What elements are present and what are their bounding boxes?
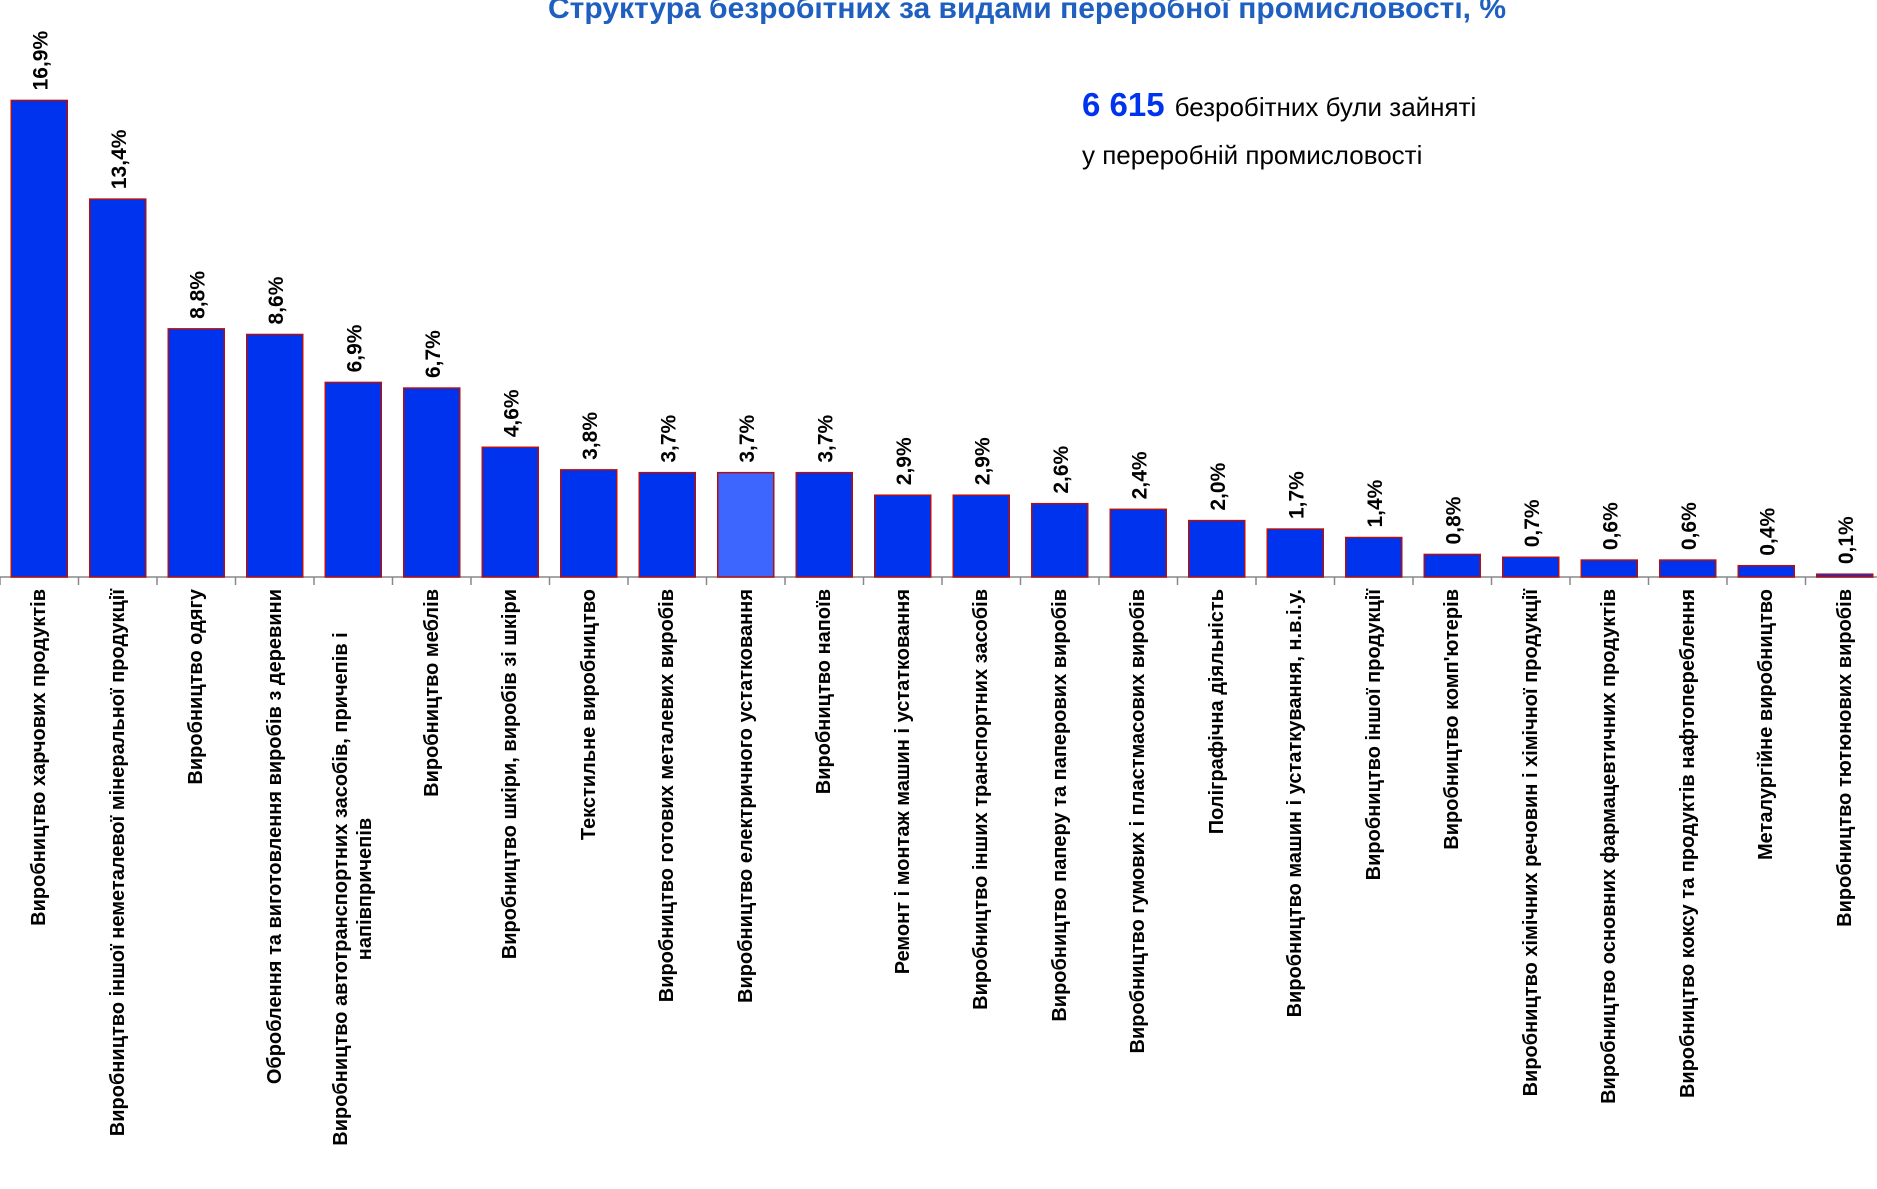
value-label: 1,4% [1364,479,1387,527]
x-tick-label: Виробництво хімічних речовин і хімічної … [1519,589,1542,1097]
x-tick-label: Виробництво харчових продуктів [28,589,51,926]
bar [89,198,147,578]
bar [1345,536,1403,578]
value-label: 2,6% [1050,445,1073,493]
x-tick-label: Виробництво комп'ютерів [1441,589,1464,850]
bar [246,333,304,578]
value-label: 8,6% [265,276,288,324]
annotation-text: у переробній промисловості [1082,140,1422,170]
value-label: 3,7% [657,414,680,462]
value-label: 0,6% [1599,502,1622,550]
x-tick-label: Виробництво паперу та паперових виробів [1048,589,1071,1022]
value-label: 0,4% [1756,508,1779,556]
bar [1502,556,1560,578]
x-tick-label: Виробництво одягу [185,589,208,785]
bar [795,471,853,578]
value-label: 3,7% [736,414,759,462]
value-label: 16,9% [29,31,52,91]
value-label: 0,8% [1442,496,1465,544]
value-label: 4,6% [500,389,523,437]
bar [1659,559,1717,578]
bar [1109,508,1167,578]
x-tick-label: Виробництво шкіри, виробів зі шкіри [499,589,522,960]
value-label: 3,8% [579,412,602,460]
x-tick-label: Поліграфічна діяльність [1205,589,1228,835]
x-tick-label: Виробництво напоїв [813,589,836,795]
x-tick-label: Металургійне виробництво [1755,589,1778,860]
bar [874,494,932,578]
bar [638,471,696,578]
bar [324,381,382,578]
bar [1031,502,1089,578]
bar [10,99,68,578]
bar [1737,564,1795,578]
bar [1580,559,1638,578]
bar [1266,528,1324,578]
annotation-text: безробітних були зайняті [1175,92,1477,122]
value-label: 3,7% [814,414,837,462]
value-label: 2,4% [1128,451,1151,499]
value-label: 8,8% [186,271,209,319]
bar [717,471,775,578]
bar [481,446,539,578]
x-tick-label: Виробництво основних фармацевтичних прод… [1598,589,1621,1104]
x-tick-label: Виробництво електричного устатковання [734,589,757,1003]
bar [403,387,461,578]
x-tick-label: Виробництво автотранспортних засобів, пр… [330,632,377,1146]
bar [1423,553,1481,578]
value-label: 13,4% [108,129,131,189]
x-tick-label: Виробництво меблів [420,589,443,797]
bar [952,494,1010,578]
x-tick-label: Виробництво гумових і пластмасових вироб… [1127,589,1150,1054]
value-label: 2,9% [971,437,994,485]
bar [560,469,618,578]
bar [167,328,225,578]
value-label: 1,7% [1285,471,1308,519]
x-tick-label: Виробництво інших транспортних засобів [970,589,993,1010]
annotation-number: 6 615 [1082,86,1165,123]
value-label: 0,6% [1678,502,1701,550]
x-tick-label: Ремонт і монтаж машин і устатковання [891,589,914,975]
x-tick-label: Виробництво іншої продукції [1362,589,1385,881]
x-tick-label: Виробництво коксу та продуктів нафтопере… [1676,589,1699,1099]
chart-title: Структура безробітних за видами переробн… [548,0,1506,25]
value-label: 0,7% [1521,499,1544,547]
value-label: 0,1% [1835,516,1858,564]
x-tick-label: Виробництво готових металевих виробів [656,589,679,1003]
x-tick-label: Текстильне виробництво [577,589,600,841]
x-tick-label: Оброблення та виготовлення виробів з дер… [263,589,286,1085]
value-label: 6,7% [422,330,445,378]
bar [1188,519,1246,578]
value-label: 2,0% [1207,462,1230,510]
bar [1816,573,1874,578]
x-tick-label: Виробництво машин і устаткування, н.в.і.… [1284,589,1307,1018]
value-label: 2,9% [893,437,916,485]
x-tick-label: Виробництво іншої неметалевої мінерально… [106,589,129,1137]
value-label: 6,9% [343,324,366,372]
x-tick-label: Виробництво тютюнових виробів [1833,589,1856,927]
